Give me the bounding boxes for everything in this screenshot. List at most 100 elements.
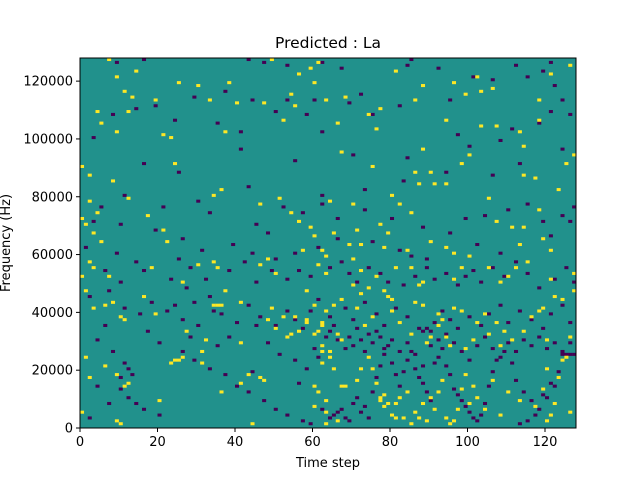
heatmap-cell-high [235, 101, 240, 105]
heatmap-cell-low [142, 407, 147, 411]
heatmap-cell-high [316, 263, 321, 267]
heatmap-cell-low [444, 332, 449, 336]
heatmap-cell-high [533, 176, 538, 180]
x-axis-ticks: 0 20 40 60 80 100 120 [76, 428, 557, 450]
heatmap-cell-low [192, 358, 197, 362]
heatmap-cell-low [568, 219, 573, 223]
heatmap-cell-high [258, 202, 263, 206]
x-tick-label: 0 [76, 435, 84, 450]
heatmap-cell-low [432, 361, 437, 365]
heatmap-cell-low [370, 112, 375, 116]
heatmap-cell-low [548, 381, 553, 385]
heatmap-cell-low [452, 387, 457, 391]
y-tick-label: 80000 [32, 190, 73, 205]
heatmap-cell-high [118, 315, 123, 319]
heatmap-cell-high [572, 271, 577, 275]
heatmap-cell-low [401, 283, 406, 287]
heatmap-cell-high [479, 124, 484, 128]
heatmap-cell-low [114, 60, 119, 64]
heatmap-cell-high [436, 323, 441, 327]
heatmap-cell-low [413, 274, 418, 278]
heatmap-cell-low [250, 251, 255, 255]
heatmap-cell-low [479, 323, 484, 327]
heatmap-cell-low [498, 303, 503, 307]
heatmap-cell-high [548, 413, 553, 417]
heatmap-cell-high [273, 271, 278, 275]
heatmap-cell-high [533, 404, 538, 408]
heatmap-cell-low [169, 277, 174, 281]
heatmap-cell-high [180, 280, 185, 284]
heatmap-cell-low [339, 260, 344, 264]
heatmap-cell-low [188, 266, 193, 270]
heatmap-cell-high [262, 101, 267, 105]
heatmap-cell-high [378, 399, 383, 403]
heatmap-cell-high [552, 401, 557, 406]
y-tick-label: 20000 [32, 364, 73, 379]
heatmap-cell-low [432, 321, 437, 325]
heatmap-cell-high [417, 416, 422, 420]
heatmap-cell-high [568, 335, 573, 339]
heatmap-cell-low [490, 266, 495, 270]
heatmap-cell-low [572, 352, 577, 356]
heatmap-cell-high [227, 81, 232, 85]
heatmap-cell-high [107, 274, 112, 278]
heatmap-cell-high [397, 396, 402, 400]
heatmap-cell-high [111, 179, 116, 183]
heatmap-cell-low [200, 248, 205, 252]
heatmap-cell-low [514, 63, 519, 67]
heatmap-cell-low [215, 344, 220, 348]
heatmap-cell-low [475, 344, 480, 348]
heatmap-cell-high [87, 260, 92, 264]
heatmap-cell-low [207, 295, 212, 299]
heatmap-cell-low [483, 401, 488, 406]
heatmap-cell-high [537, 208, 542, 212]
heatmap-cell-high [173, 162, 178, 166]
y-axis-title: Frequency (Hz) [0, 194, 14, 292]
heatmap-cell-high [320, 321, 325, 325]
heatmap-cell-low [467, 315, 472, 319]
heatmap-cell-high [568, 63, 573, 67]
heatmap-cell-high [366, 355, 371, 359]
heatmap-cell-high [219, 188, 224, 192]
heatmap-cell-low [483, 214, 488, 218]
heatmap-cell-high [374, 274, 379, 278]
heatmap-cell-high [87, 173, 92, 177]
heatmap-cell-low [397, 384, 402, 388]
heatmap-cell-high [510, 338, 515, 342]
heatmap-cell-high [467, 401, 472, 406]
heatmap-cell-low [246, 390, 251, 394]
heatmap-cell-high [289, 92, 294, 96]
heatmap-cell-high [126, 110, 131, 114]
heatmap-cell-high [328, 349, 333, 353]
heatmap-cell-high [331, 303, 336, 307]
heatmap-cell-low [211, 309, 216, 313]
heatmap-cell-high [510, 225, 515, 229]
heatmap-cell-low [285, 309, 290, 313]
heatmap-cell-high [200, 349, 205, 353]
heatmap-cell-low [269, 269, 274, 273]
heatmap-cell-low [355, 396, 360, 400]
heatmap-cell-high [262, 378, 267, 382]
heatmap-cell-low [134, 401, 139, 406]
plot-background [80, 58, 576, 428]
heatmap-cell-low [126, 396, 131, 400]
heatmap-cell-high [304, 318, 309, 322]
heatmap-cell-high [502, 329, 507, 333]
heatmap-cell-high [103, 303, 108, 307]
heatmap-cell-low [366, 332, 371, 336]
heatmap-cell-low [409, 349, 414, 353]
x-tick-label: 40 [227, 435, 244, 450]
heatmap-cell-low [405, 341, 410, 345]
heatmap-cell-low [176, 257, 181, 261]
heatmap-cell-low [479, 413, 484, 417]
heatmap-cell-low [541, 326, 546, 330]
heatmap-cell-high [297, 329, 302, 333]
heatmap-cell-high [304, 289, 309, 293]
heatmap-cell-low [142, 58, 147, 62]
heatmap-cell-low [440, 347, 445, 351]
heatmap-cell-high [169, 136, 174, 140]
heatmap-cell-high [556, 188, 561, 192]
heatmap-cell-low [91, 136, 96, 140]
heatmap-cell-high [564, 162, 569, 166]
